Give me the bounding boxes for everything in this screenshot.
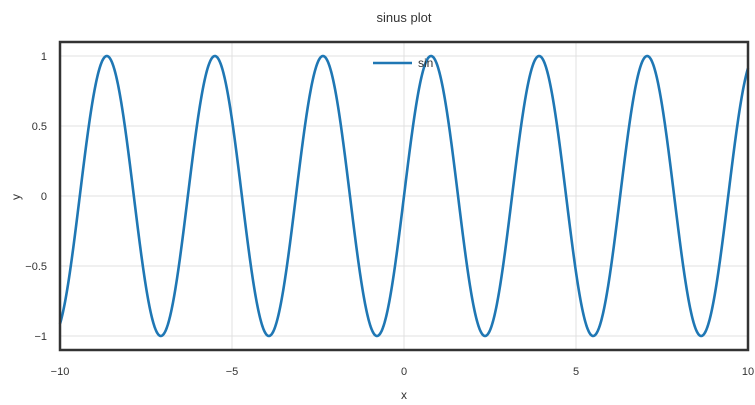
y-tick-label: −1 — [34, 331, 47, 343]
x-tick-label: 5 — [573, 366, 579, 378]
x-tick-label: 0 — [401, 366, 407, 378]
x-tick-label: 10 — [742, 366, 754, 378]
x-axis-ticks: −10 −5 0 5 10 — [51, 366, 754, 378]
y-axis-title: y — [9, 194, 23, 200]
x-axis-title: x — [401, 388, 407, 402]
x-tick-label: −5 — [226, 366, 239, 378]
y-tick-label: 0 — [41, 191, 47, 203]
legend: sin — [373, 56, 433, 70]
x-tick-label: −10 — [51, 366, 70, 378]
y-tick-label: −0.5 — [25, 261, 47, 273]
chart-title: sinus plot — [377, 10, 432, 25]
y-axis-ticks: −1 −0.5 0 0.5 1 — [25, 51, 47, 343]
y-tick-label: 0.5 — [32, 121, 47, 133]
legend-label-sin: sin — [418, 56, 433, 70]
y-tick-label: 1 — [41, 51, 47, 63]
